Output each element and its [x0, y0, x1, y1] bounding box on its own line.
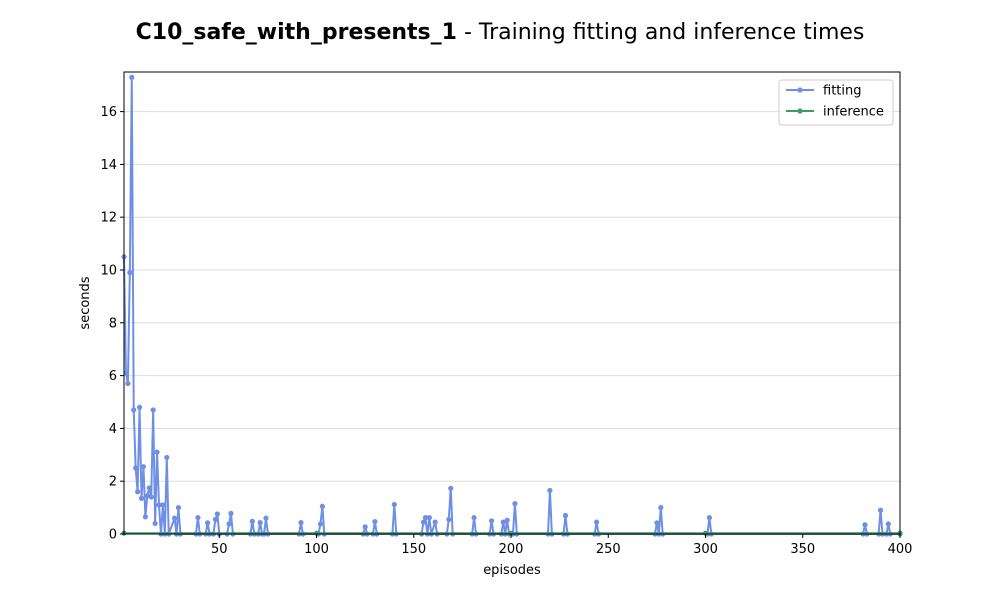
fitting-data-point: [156, 502, 162, 508]
tick-layer: 0 2 4 6 8 10 12 14 16 50 100 150 200 250 300 350 400: [100, 105, 912, 557]
fitting-data-point: [263, 515, 269, 521]
fitting-data-point: [212, 516, 219, 523]
x-tick-label: 250: [596, 542, 621, 557]
y-tick-label: 0: [109, 528, 117, 543]
fitting-data-point: [391, 501, 397, 508]
fitting-data-point: [432, 519, 438, 525]
fitting-data-point: [654, 520, 660, 526]
fitting-data-point: [136, 404, 143, 410]
x-tick-label: 400: [888, 542, 913, 557]
x-tick-label: 150: [401, 542, 426, 557]
fitting-data-point: [129, 74, 135, 80]
fitting-series-line: [123, 76, 900, 535]
x-tick-label: 350: [790, 542, 815, 557]
fitting-data-point: [135, 489, 141, 495]
fitting-data-point: [317, 521, 324, 527]
fitting-data-point: [205, 520, 211, 526]
fitting-data-point: [420, 519, 427, 525]
x-tick-label: 50: [211, 542, 228, 557]
legend: fitting inference: [778, 79, 894, 126]
fitting-data-point: [133, 465, 139, 471]
fitting-data-point: [862, 522, 868, 528]
fitting-data-point: [372, 518, 378, 525]
plot-frame: [123, 71, 901, 535]
legend-box: [778, 79, 894, 126]
chart-title: C10_safe_with_presents_1 - Training fitt…: [0, 20, 1000, 45]
y-tick-label: 6: [109, 369, 117, 384]
inference-data-point: [508, 530, 514, 536]
fitting-data-point: [226, 521, 232, 527]
fitting-data-point: [706, 515, 713, 521]
fitting-data-point: [562, 512, 569, 519]
y-axis-label: seconds: [78, 276, 93, 329]
fitting-data-point: [146, 485, 152, 491]
inference-data-point: [313, 530, 320, 536]
fitting-data-point: [426, 515, 432, 521]
y-tick-label: 8: [109, 316, 117, 331]
fitting-data-point: [249, 518, 255, 524]
y-tick-label: 16: [100, 105, 117, 120]
fitting-data-point: [171, 515, 178, 521]
fitting-data-point: [319, 503, 325, 509]
y-tick-label: 12: [100, 211, 117, 226]
fitting-data-point: [885, 521, 891, 527]
fitting-data-point: [123, 370, 129, 376]
fitting-data-point: [152, 520, 158, 527]
fitting-data-point: [175, 505, 182, 511]
fitting-legend-marker: [797, 87, 803, 93]
fitting-data-point: [164, 454, 170, 461]
fitting-data-point: [446, 516, 452, 523]
fitting-legend-label: fitting: [823, 84, 862, 99]
x-tick-label: 100: [304, 542, 329, 557]
x-tick-label: 300: [693, 542, 718, 557]
y-tick-label: 14: [100, 158, 117, 173]
x-axis-label: episodes: [483, 563, 541, 578]
inference-data-point: [702, 530, 709, 536]
fitting-data-point: [195, 515, 201, 521]
chart-title-bold: C10_safe_with_presents_1: [135, 20, 457, 45]
fitting-data-point: [877, 507, 884, 513]
fitting-data-point: [547, 487, 553, 494]
inference-legend-label: inference: [823, 105, 884, 120]
fitting-data-point: [127, 270, 133, 276]
fitting-data-point: [422, 515, 429, 521]
fitting-data-point: [362, 524, 368, 530]
x-tick-label: 200: [499, 542, 524, 557]
fitting-data-point: [257, 520, 263, 526]
fitting-data-point: [594, 519, 600, 525]
fitting-data-point: [512, 501, 518, 507]
fitting-data-point: [142, 514, 148, 520]
fitting-data-point: [148, 494, 154, 500]
fitting-data-point: [160, 502, 166, 508]
y-tick-label: 4: [109, 422, 117, 437]
fitting-data-point: [125, 380, 131, 387]
fitting-data-point: [448, 485, 454, 491]
grid-layer: [124, 111, 900, 535]
fitting-data-point: [138, 495, 145, 501]
fitting-data-point: [228, 510, 234, 517]
fitting-data-point: [658, 505, 664, 511]
inference-legend-marker: [797, 108, 803, 114]
fitting-data-point: [471, 515, 477, 521]
y-tick-label: 10: [100, 264, 117, 279]
fitting-data-point: [298, 520, 304, 526]
fitting-data-point: [504, 517, 510, 523]
series-layer: [121, 74, 903, 537]
fitting-data-point: [140, 464, 147, 470]
fitting-data-point: [488, 518, 495, 524]
fitting-data-point: [154, 449, 160, 455]
fitting-data-point: [131, 407, 137, 413]
y-tick-label: 2: [109, 475, 117, 490]
chart-title-rest: - Training fitting and inference times: [456, 20, 865, 45]
fitting-data-point: [150, 407, 156, 413]
fitting-data-point: [500, 519, 506, 525]
fitting-data-point: [214, 511, 220, 517]
